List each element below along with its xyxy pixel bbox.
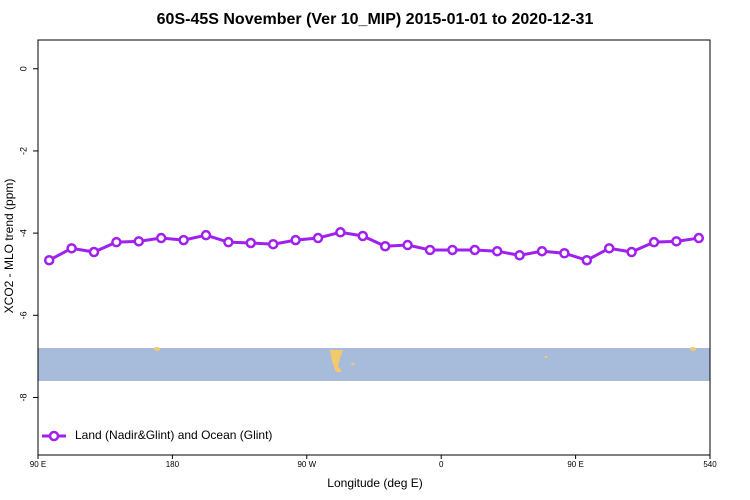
x-axis-label: Longitude (deg E) [327,476,422,490]
y-axis-label: XCO2 - MLO trend (ppm) [2,179,16,314]
legend-label: Land (Nadir&Glint) and Ocean (Glint) [75,428,272,442]
point [66,243,77,254]
land [154,347,696,372]
point [603,243,615,254]
x-tick-label: 540 [703,460,717,469]
point [245,237,257,249]
point [671,236,682,247]
point [626,246,637,258]
point [43,254,55,266]
x-tick-label: 90 E [30,460,46,469]
point [200,229,212,241]
series-line [48,230,700,262]
point [312,232,324,244]
point [491,245,503,257]
point [559,248,570,259]
x-tick-label: 90 E [567,460,583,469]
point [424,244,436,256]
point [447,244,458,256]
point [379,241,391,252]
point [111,236,122,248]
x-tick-label: 180 [166,460,180,469]
x-tick-label: 0 [439,460,444,469]
y-tick-label: -4 [18,229,28,237]
legend-marker [48,430,60,442]
point [335,227,346,238]
point [133,236,145,247]
point [267,238,279,250]
point [178,234,189,246]
x-tick-label: 90 W [297,460,316,469]
point [514,250,525,261]
point [648,236,660,248]
chart-title: 60S-45S November (Ver 10_MIP) 2015-01-01… [157,11,594,28]
plot-frame [37,39,711,456]
y-tick-label: -2 [18,147,28,155]
point [88,246,100,258]
map-band [38,348,710,381]
point [155,232,167,244]
point [357,230,369,242]
point [536,245,548,257]
point [693,232,705,244]
point [402,239,413,251]
y-tick-label: -8 [18,393,28,401]
point [290,234,301,246]
point [223,236,234,248]
y-tick-label: -6 [18,311,28,319]
point [469,244,481,256]
y-tick-label: 0 [18,66,28,71]
point [581,254,593,266]
